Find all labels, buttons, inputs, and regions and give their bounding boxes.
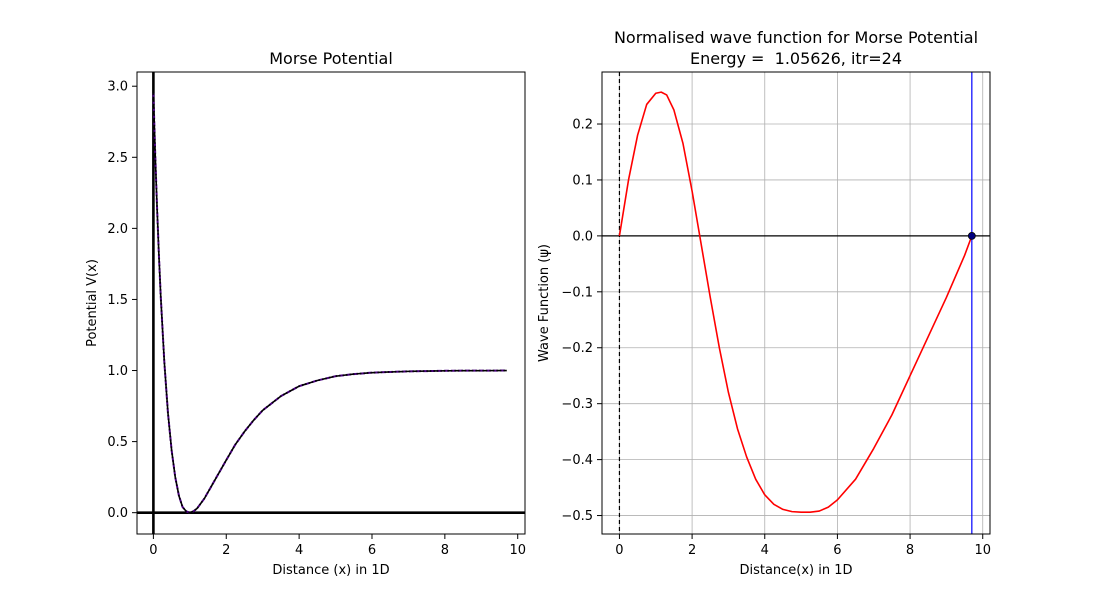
chart-0-x-tick-label-3: 6 [368, 543, 376, 558]
chart-0-x-tick-label-2: 4 [295, 543, 303, 558]
chart-1-y-tick-label-4: −0.1 [561, 285, 593, 300]
chart-1-reference-lines [602, 72, 990, 534]
chart-0-x-axis-label: Distance (x) in 1D [272, 563, 389, 578]
chart-1-x-tick-label-5: 10 [974, 543, 991, 558]
chart-0-ticks: 0 2 4 6 8 10 0.0 0.5 1.0 1.5 2.0 2.5 3.0 [107, 80, 526, 558]
chart-0-y-tick-label-3: 1.5 [107, 293, 128, 308]
chart-0-x-tick-label-4: 8 [441, 543, 449, 558]
chart-1-endpoint-marker [967, 231, 976, 240]
chart-1-subtitle: Energy = 1.05626, itr=24 [690, 49, 902, 68]
chart-0-x-tick-label-0: 0 [149, 543, 157, 558]
chart-1-y-tick-label-3: −0.2 [561, 341, 593, 356]
chart-1-series [618, 91, 973, 513]
morse-potential-chart: 0 2 4 6 8 10 0.0 0.5 1.0 1.5 2.0 2.5 3.0 Morse Poten… [85, 49, 526, 578]
chart-1-y-tick-label-1: −0.4 [561, 453, 593, 468]
chart-1-x-tick-label-2: 4 [761, 543, 769, 558]
chart-1-markers [967, 231, 976, 240]
chart-0-series [152, 93, 507, 514]
chart-0-y-tick-label-2: 1.0 [107, 364, 128, 379]
chart-1-plot-frame [601, 71, 991, 535]
chart-1-y-tick-label-0: −0.5 [561, 509, 593, 524]
chart-1-x-tick-label-4: 8 [906, 543, 914, 558]
wave-function-chart: 0 2 4 6 8 10 −0.5 −0.4 −0.3 −0.2 −0.1 0.0 0.1 0.2 Nor… [537, 28, 991, 578]
chart-1-y-axis-label: Wave Function (ψ) [537, 244, 552, 362]
chart-1-x-tick-label-0: 0 [615, 543, 623, 558]
chart-1-y-tick-label-5: 0.0 [572, 229, 593, 244]
chart-1-series-0-line [618, 91, 973, 513]
chart-0-y-tick-label-6: 3.0 [107, 80, 128, 95]
chart-0-x-tick-label-5: 10 [509, 543, 526, 558]
chart-1-y-tick-label-7: 0.2 [572, 118, 593, 133]
chart-0-y-axis-label: Potential V(x) [85, 259, 100, 347]
chart-0-plot-frame [136, 71, 526, 535]
chart-0-y-tick-label-5: 2.5 [107, 151, 128, 166]
chart-0-y-tick-label-4: 2.0 [107, 222, 128, 237]
chart-0-reference-lines [137, 72, 525, 534]
chart-1-x-tick-label-1: 2 [688, 543, 696, 558]
chart-1-x-axis-label: Distance(x) in 1D [739, 563, 852, 578]
chart-0-title: Morse Potential [269, 49, 393, 68]
chart-0-y-tick-label-0: 0.0 [107, 506, 128, 521]
chart-0-series-0-line-overlay [152, 93, 507, 514]
chart-1-ticks: 0 2 4 6 8 10 −0.5 −0.4 −0.3 −0.2 −0.1 0.0 0.1 0.2 [561, 118, 991, 558]
chart-1-y-tick-label-2: −0.3 [561, 397, 593, 412]
chart-1-title: Normalised wave function for Morse Poten… [614, 28, 978, 47]
chart-1-x-tick-label-3: 6 [833, 543, 841, 558]
chart-0-y-tick-label-1: 0.5 [107, 435, 128, 450]
chart-0-x-tick-label-1: 2 [222, 543, 230, 558]
chart-1-y-tick-label-6: 0.1 [572, 173, 593, 188]
